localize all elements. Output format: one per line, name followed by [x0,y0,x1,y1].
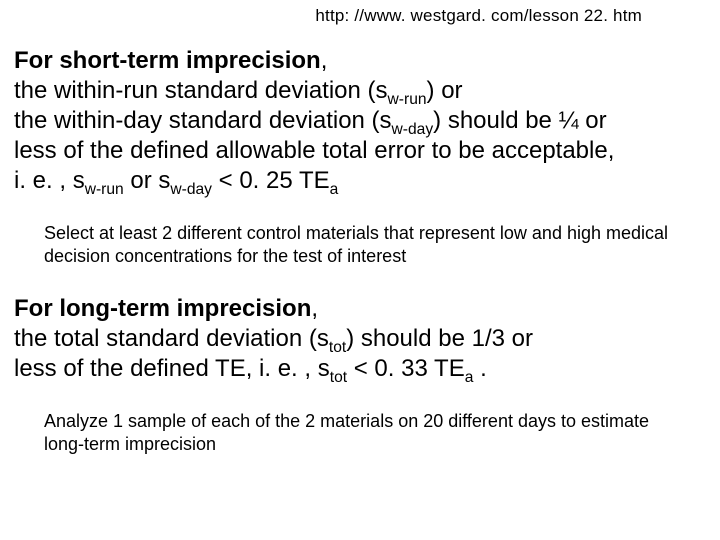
text: ) should be 1/3 or [346,325,533,352]
text: < 0. 25 TE [212,167,330,194]
text: the within-run standard deviation (s [14,77,388,104]
text: less of the defined TE, i. e. , s [14,355,330,382]
subscript: tot [329,339,346,356]
subscript: w-run [85,181,124,198]
text: i. e. , s [14,167,85,194]
text: ) or [427,77,463,104]
long-term-section: For long-term imprecision, the total sta… [14,294,720,384]
note-short-term: Select at least 2 different control mate… [44,222,680,267]
text: < 0. 33 TE [347,355,465,382]
long-term-heading: For long-term imprecision [14,295,311,322]
short-term-heading: For short-term imprecision [14,47,321,74]
text: , [311,295,318,322]
text: . [473,355,486,382]
text: less of the defined allowable total erro… [14,137,614,164]
text: the total standard deviation (s [14,325,329,352]
subscript: w-run [388,91,427,108]
text: , [321,47,328,74]
text: the within-day standard deviation (s [14,107,392,134]
subscript: w-day [392,121,434,138]
source-url: http: //www. westgard. com/lesson 22. ht… [315,6,642,26]
subscript: a [330,181,339,198]
short-term-section: For short-term imprecision, the within-r… [14,46,720,196]
text: ) should be ¼ or [433,107,606,134]
subscript: tot [330,369,347,386]
note-long-term: Analyze 1 sample of each of the 2 materi… [44,410,680,455]
subscript: w-day [170,181,212,198]
text: or s [124,167,171,194]
